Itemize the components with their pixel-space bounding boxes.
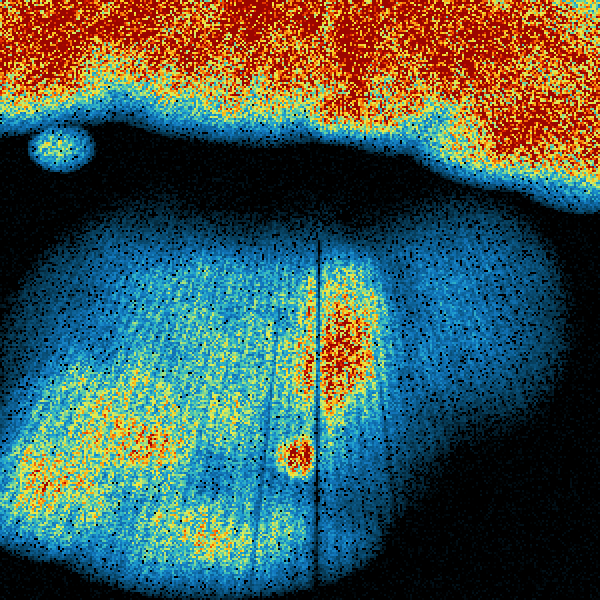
- radar-reflectivity-heatmap: [0, 0, 600, 600]
- radar-image-viewport: Radar Reflectivity Composite dBZ: [0, 0, 600, 600]
